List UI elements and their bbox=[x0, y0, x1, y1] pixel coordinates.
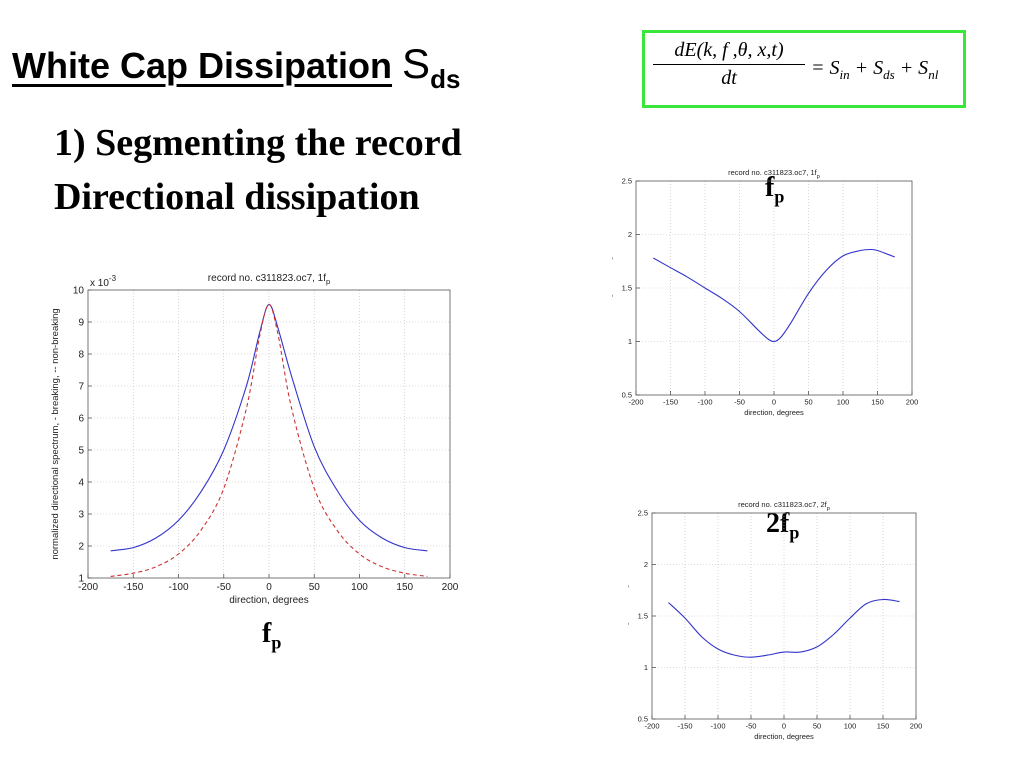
label-bottom-right-2fp: 2fp bbox=[766, 508, 799, 544]
equation-rhs: = Sin + Sds + Snl bbox=[811, 57, 938, 83]
label-top-right-fp: fp bbox=[765, 172, 784, 208]
x-tick-label: 50 bbox=[309, 582, 321, 593]
equation-denominator: dt bbox=[721, 67, 737, 89]
slide-title: White Cap Dissipation Sds bbox=[12, 40, 460, 94]
chart-ratio-2fp: -200 -150 -100 -50 0 50 100 150 200 0.5 1 1.5 2 2.5 re… bbox=[628, 500, 923, 741]
y-tick-label: 9 bbox=[78, 318, 84, 329]
x-tick-label: -200 bbox=[628, 398, 643, 407]
y-tick-label: 10 bbox=[73, 286, 85, 297]
x-tick-label: -150 bbox=[663, 398, 678, 407]
x-tick-label: -100 bbox=[168, 582, 188, 593]
y-tick-label: 1 bbox=[628, 337, 632, 346]
y-tick-label: 0.5 bbox=[638, 715, 648, 724]
y-tick-label: 2.5 bbox=[638, 509, 648, 518]
y-axis-label-sub: breaking bbox=[612, 294, 614, 314]
x-tick-label: -150 bbox=[677, 722, 692, 731]
x-axis-label: direction, degrees bbox=[744, 408, 804, 417]
x-tick-label: 100 bbox=[844, 722, 857, 731]
eq-sub-in: in bbox=[839, 67, 850, 82]
subtitle-line2: Directional dissipation bbox=[54, 176, 420, 218]
y-tick-label: 1 bbox=[78, 574, 84, 585]
chart-title-sub: p bbox=[817, 174, 820, 180]
x-tick-label: -50 bbox=[217, 582, 232, 593]
chart-ratio-1fp: -200 -150 -100 -50 0 50 100 150 200 0.5 1 1.5 2 2.5 re… bbox=[612, 168, 919, 417]
subtitle-line1: 1) Segmenting the record bbox=[54, 122, 462, 164]
eq-part-3: + S bbox=[894, 57, 929, 79]
y-tick-label: 1.5 bbox=[638, 612, 648, 621]
y-tick-label: 2.5 bbox=[622, 177, 632, 186]
label-tr-p: p bbox=[774, 186, 785, 207]
label-left-f: f bbox=[262, 618, 272, 649]
title-main: White Cap Dissipation bbox=[12, 45, 393, 86]
y-tick-label: 2 bbox=[644, 560, 648, 569]
title-symbol: S bbox=[402, 40, 431, 87]
y-tick-label: 5 bbox=[78, 446, 84, 457]
y-axis-label-sub2: non-breaking bbox=[612, 257, 614, 288]
y-tick-label: 1 bbox=[644, 663, 648, 672]
slide-subtitle: 1) Segmenting the record Directional dis… bbox=[54, 116, 462, 224]
chart-title: record no. c311823.oc7, 1fp bbox=[208, 273, 330, 286]
eq-part-2: + S bbox=[849, 57, 884, 79]
x-tick-label: -100 bbox=[697, 398, 712, 407]
equation-numerator: dE(k, f ,θ, x,t) bbox=[653, 39, 805, 65]
x-tick-label: -50 bbox=[734, 398, 745, 407]
x-tick-label: 200 bbox=[910, 722, 923, 731]
y-tick-label: 2 bbox=[78, 542, 84, 553]
y-tick-label: 8 bbox=[78, 350, 84, 361]
chart-title: record no. c311823.oc7, 1fp bbox=[728, 168, 820, 180]
eq-part-1: = S bbox=[811, 57, 840, 79]
x-tick-label: -200 bbox=[644, 722, 659, 731]
eq-sub-nl: nl bbox=[928, 67, 939, 82]
x-tick-label: 100 bbox=[837, 398, 850, 407]
x-axis-label: direction, degrees bbox=[229, 595, 309, 606]
y-tick-label: 1.5 bbox=[622, 284, 632, 293]
x-tick-label: 200 bbox=[442, 582, 459, 593]
y-tick-label: 6 bbox=[78, 414, 84, 425]
chart-title: record no. c311823.oc7, 2fp bbox=[738, 500, 830, 512]
y-axis-label-sub2: non-breaking bbox=[628, 585, 630, 616]
series-line-1 bbox=[110, 303, 428, 577]
x-tick-label: 0 bbox=[772, 398, 776, 407]
eq-sub-ds: ds bbox=[883, 67, 895, 82]
equation-fraction: dE(k, f ,θ, x,t) dt bbox=[653, 39, 805, 90]
series-line-0 bbox=[668, 598, 900, 658]
label-tr-f: f bbox=[765, 172, 775, 203]
chart-title-sub: p bbox=[326, 277, 330, 286]
x-tick-label: 0 bbox=[266, 582, 272, 593]
y-axis-label: Sbreaking/Snon-breaking bbox=[612, 257, 614, 319]
y-tick-label: 0.5 bbox=[622, 391, 632, 400]
x-tick-label: -150 bbox=[123, 582, 143, 593]
x-tick-label: 50 bbox=[813, 722, 821, 731]
x-tick-label: 150 bbox=[877, 722, 890, 731]
x-tick-label: 100 bbox=[351, 582, 368, 593]
equation-box: dE(k, f ,θ, x,t) dt = Sin + Sds + Snl bbox=[642, 30, 966, 108]
y-exponent-label: x 10-3 bbox=[90, 274, 117, 289]
chart-title-sub: p bbox=[827, 506, 830, 512]
y-tick-label: 7 bbox=[78, 382, 84, 393]
y-axis-label-sub: breaking bbox=[628, 622, 630, 642]
x-axis-label: direction, degrees bbox=[754, 732, 814, 741]
y-tick-label: 4 bbox=[78, 478, 84, 489]
x-tick-label: 150 bbox=[396, 582, 413, 593]
y-exponent-sup: -3 bbox=[109, 274, 117, 283]
label-br-p: p bbox=[789, 522, 800, 543]
x-tick-label: 150 bbox=[871, 398, 884, 407]
y-axis-label: Sbreaking/Snon-breaking bbox=[628, 585, 630, 647]
x-tick-label: -100 bbox=[710, 722, 725, 731]
series-line-0 bbox=[653, 248, 895, 343]
label-br-f: 2f bbox=[766, 508, 790, 539]
x-tick-label: 50 bbox=[804, 398, 812, 407]
chart-directional-spectrum: -200 -150 -100 -50 0 50 100 150 200 1 2 3 4 5 6 7 8 9 10 x … bbox=[50, 273, 459, 606]
x-tick-label: -50 bbox=[746, 722, 757, 731]
y-axis-label: normalized directional spectrum, - break… bbox=[50, 308, 61, 559]
y-tick-label: 2 bbox=[628, 230, 632, 239]
x-tick-label: 200 bbox=[906, 398, 919, 407]
y-tick-label: 3 bbox=[78, 510, 84, 521]
title-symbol-sub: ds bbox=[430, 64, 461, 94]
x-tick-label: 0 bbox=[782, 722, 786, 731]
label-left-p: p bbox=[271, 632, 282, 653]
label-left-fp: fp bbox=[262, 618, 281, 654]
x-tick-label: -200 bbox=[78, 582, 98, 593]
